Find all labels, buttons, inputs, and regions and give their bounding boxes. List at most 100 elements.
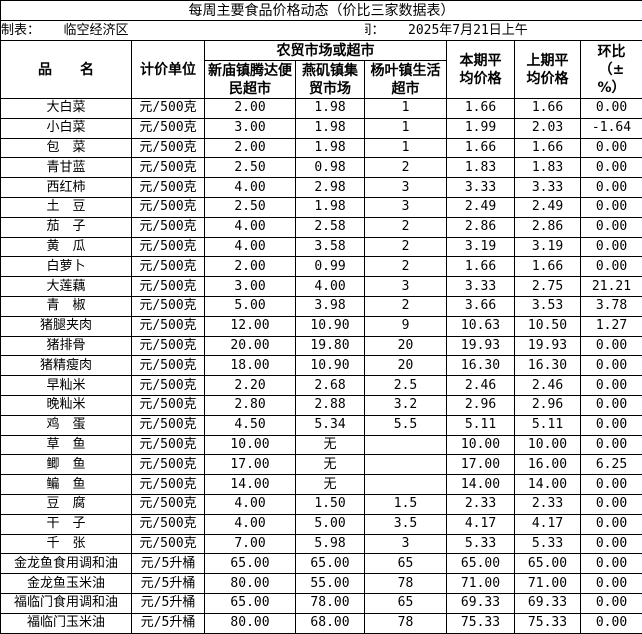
previous-avg: 2.03: [515, 118, 581, 138]
market2-price: 无: [296, 435, 365, 455]
previous-avg: 14.00: [515, 475, 581, 495]
header-market-group: 农贸市场或超市: [205, 41, 447, 61]
market2-price: 2.68: [296, 376, 365, 396]
previous-avg: 3.53: [515, 296, 581, 316]
previous-avg: 16.00: [515, 455, 581, 475]
market2-price: 无: [296, 455, 365, 475]
market3-price: 2: [365, 296, 447, 316]
previous-avg: 2.96: [515, 395, 581, 415]
current-avg: 75.33: [447, 613, 515, 633]
market2-price: 2.58: [296, 217, 365, 237]
market1-price: 4.00: [205, 494, 296, 514]
maker-label: 制表：: [1, 23, 40, 38]
current-avg: 2.96: [447, 395, 515, 415]
previous-avg: 69.33: [515, 593, 581, 613]
unit: 元/500克: [132, 217, 205, 237]
item-name: 早籼米: [1, 376, 132, 396]
current-avg: 1.66: [447, 138, 515, 158]
previous-avg: 71.00: [515, 574, 581, 594]
unit: 元/5升桶: [132, 574, 205, 594]
item-name: 白萝卜: [1, 257, 132, 277]
market3-price: 9: [365, 316, 447, 336]
previous-avg: 1.66: [515, 138, 581, 158]
current-avg: 3.33: [447, 178, 515, 198]
market2-price: 1.98: [296, 99, 365, 119]
market3-price: [365, 455, 447, 475]
current-avg: 19.93: [447, 336, 515, 356]
item-name: 千 张: [1, 534, 132, 554]
change: 0.00: [581, 138, 642, 158]
market2-price: 1.98: [296, 138, 365, 158]
unit: 元/500克: [132, 475, 205, 495]
current-avg: 14.00: [447, 475, 515, 495]
market1-price: 4.00: [205, 178, 296, 198]
item-name: 福临门玉米油: [1, 613, 132, 633]
previous-avg: 10.50: [515, 316, 581, 336]
market3-price: 78: [365, 574, 447, 594]
change: 0.00: [581, 237, 642, 257]
unit: 元/500克: [132, 158, 205, 178]
current-avg: 5.11: [447, 415, 515, 435]
current-avg: 16.30: [447, 356, 515, 376]
unit: 元/500克: [132, 178, 205, 198]
market1-price: 3.00: [205, 277, 296, 297]
item-name: 福临门食用调和油: [1, 593, 132, 613]
market2-price: 55.00: [296, 574, 365, 594]
change: 1.27: [581, 316, 642, 336]
market3-price: 3: [365, 534, 447, 554]
market1-price: 65.00: [205, 554, 296, 574]
change: 0.00: [581, 613, 642, 633]
market2-price: 5.34: [296, 415, 365, 435]
header-market3: 杨叶镇生活超市: [365, 61, 447, 99]
market1-price: 10.00: [205, 435, 296, 455]
market3-price: 65: [365, 593, 447, 613]
market2-price: 10.90: [296, 316, 365, 336]
market1-price: 12.00: [205, 316, 296, 336]
market2-price: 68.00: [296, 613, 365, 633]
change: 0.00: [581, 435, 642, 455]
market3-price: 3: [365, 197, 447, 217]
change: 3.78: [581, 296, 642, 316]
market1-price: 2.00: [205, 257, 296, 277]
market3-price: 3: [365, 178, 447, 198]
unit: 元/500克: [132, 415, 205, 435]
current-avg: 10.00: [447, 435, 515, 455]
current-avg: 2.86: [447, 217, 515, 237]
item-name: 大白菜: [1, 99, 132, 119]
current-avg: 1.66: [447, 99, 515, 119]
previous-avg: 4.17: [515, 514, 581, 534]
market1-price: 20.00: [205, 336, 296, 356]
market1-price: 7.00: [205, 534, 296, 554]
header-market1: 新庙镇腾达便民超市: [205, 61, 296, 99]
market3-price: 2: [365, 237, 447, 257]
item-name: 青 椒: [1, 296, 132, 316]
previous-avg: 1.66: [515, 257, 581, 277]
previous-avg: 16.30: [515, 356, 581, 376]
market3-price: 2: [365, 257, 447, 277]
change: 0.00: [581, 178, 642, 198]
market2-price: 5.00: [296, 514, 365, 534]
market3-price: 20: [365, 356, 447, 376]
change: 0.00: [581, 257, 642, 277]
market1-price: 2.50: [205, 158, 296, 178]
market1-price: 80.00: [205, 613, 296, 633]
current-avg: 2.49: [447, 197, 515, 217]
previous-avg: 3.19: [515, 237, 581, 257]
market2-price: 1.98: [296, 197, 365, 217]
market1-price: 2.00: [205, 99, 296, 119]
previous-avg: 3.33: [515, 178, 581, 198]
current-avg: 3.66: [447, 296, 515, 316]
item-name: 茄 子: [1, 217, 132, 237]
header-name: 品 名: [1, 41, 132, 99]
unit: 元/500克: [132, 316, 205, 336]
